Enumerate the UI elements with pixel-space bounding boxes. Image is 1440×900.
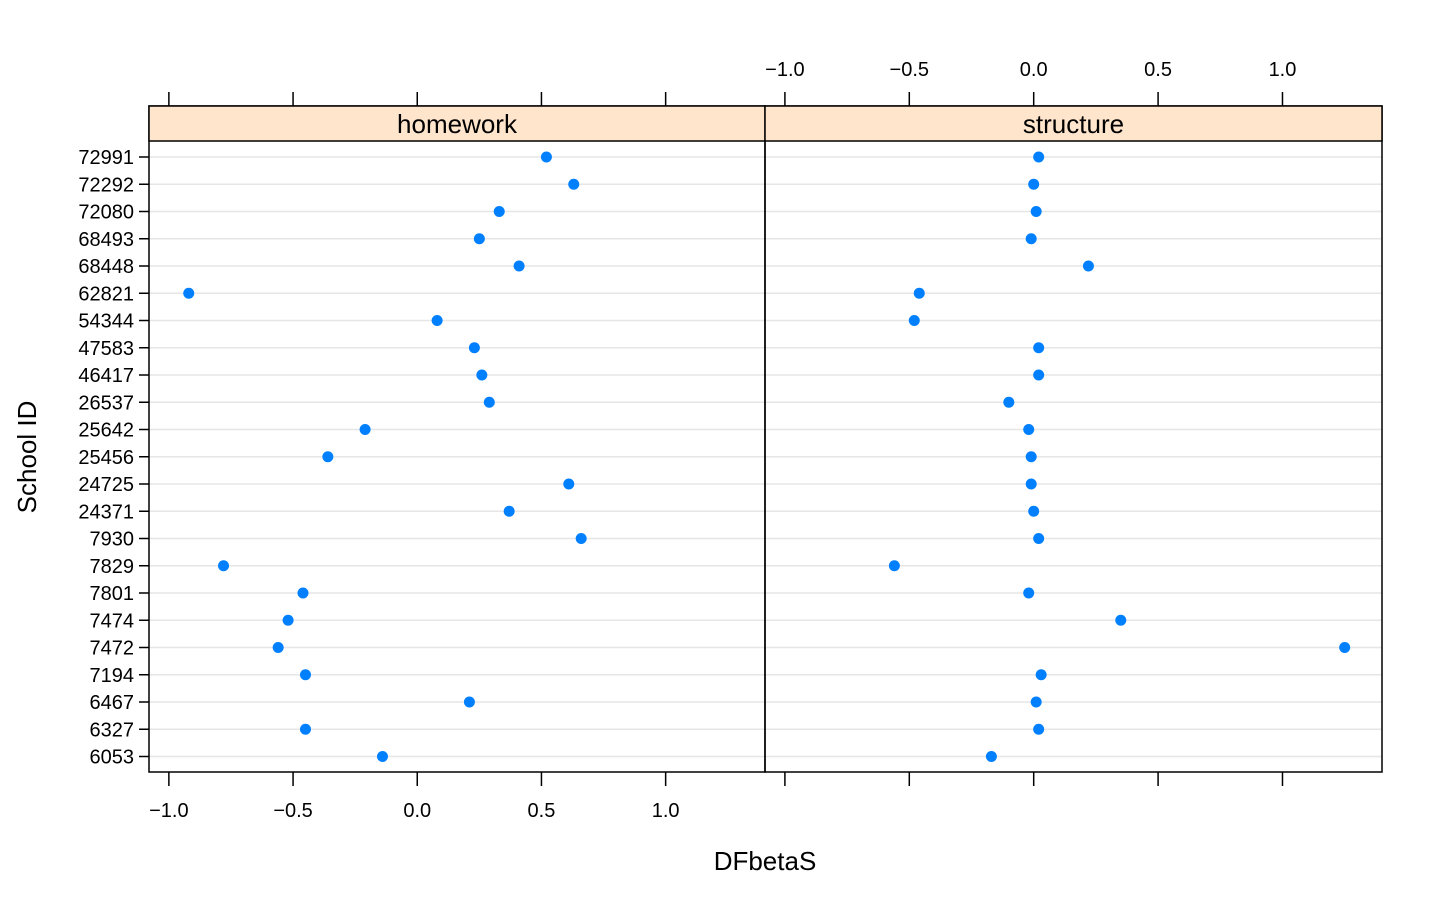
- panel-frame-structure: [764, 105, 1383, 773]
- point-structure-24371: [1028, 505, 1040, 517]
- point-structure-72080: [1030, 206, 1042, 217]
- x-tick-label: −1.0: [765, 59, 804, 81]
- axes: −1.0 −0.5 0.0 0.5 1.0 −1.0 −0.5 0.0 0.5 1.0 72991 7…: [78, 59, 1296, 822]
- y-tick-label: 7474: [90, 610, 135, 632]
- point-structure-72991: [1033, 151, 1045, 163]
- y-tick-label: 72991: [78, 147, 134, 169]
- point-homework-7829: [218, 560, 230, 572]
- point-structure-7472: [1339, 642, 1351, 653]
- y-tick-label: 47583: [78, 338, 134, 360]
- point-structure-47583: [1033, 342, 1045, 354]
- point-homework-26537: [483, 396, 495, 408]
- point-structure-7474: [1115, 614, 1127, 626]
- point-homework-6053: [376, 751, 388, 762]
- point-structure-68493: [1025, 233, 1037, 245]
- data-points: [183, 151, 1351, 762]
- y-tick-label: 46417: [78, 365, 134, 387]
- x-tick-label: 1.0: [652, 800, 680, 822]
- point-structure-6327: [1033, 723, 1045, 735]
- point-homework-72080: [493, 206, 505, 217]
- point-homework-72292: [568, 178, 580, 190]
- point-homework-54344: [431, 315, 443, 326]
- point-structure-25456: [1025, 451, 1037, 463]
- x-tick-label: 1.0: [1269, 59, 1297, 81]
- y-tick-label: 7472: [90, 638, 135, 660]
- point-homework-6327: [299, 723, 311, 735]
- x-tick-label: −0.5: [273, 800, 312, 822]
- y-tick-label: 7194: [90, 665, 135, 687]
- strip-label-homework: homework: [397, 109, 518, 139]
- point-structure-25642: [1023, 424, 1035, 435]
- y-tick-label: 68493: [78, 229, 134, 251]
- x-tick-label: −1.0: [149, 800, 188, 822]
- point-homework-7801: [297, 587, 309, 599]
- y-tick-label: 7930: [90, 529, 135, 551]
- y-tick-label: 54344: [78, 311, 134, 333]
- point-structure-7801: [1023, 587, 1035, 599]
- point-homework-68493: [473, 233, 485, 245]
- point-structure-68448: [1082, 260, 1094, 272]
- point-homework-72991: [540, 151, 552, 163]
- point-homework-6467: [463, 696, 475, 708]
- y-tick-label: 6053: [90, 747, 135, 769]
- panel-frame-homework: [148, 105, 766, 773]
- y-tick-label: 7829: [90, 556, 135, 578]
- y-tick-label: 25642: [78, 420, 134, 442]
- point-structure-72292: [1028, 178, 1040, 190]
- point-homework-7474: [282, 614, 294, 626]
- point-homework-7194: [299, 669, 311, 681]
- point-structure-24725: [1025, 478, 1037, 490]
- x-tick-label: 0.5: [1144, 59, 1172, 81]
- gridlines: [149, 156, 1382, 758]
- y-tick-label: 24371: [78, 501, 134, 523]
- point-homework-24725: [563, 478, 575, 490]
- y-tick-label: 24725: [78, 474, 134, 496]
- x-tick-label: 0.5: [528, 800, 556, 822]
- point-homework-25456: [322, 451, 334, 463]
- y-tick-label: 26537: [78, 392, 134, 414]
- y-tick-label: 72292: [78, 174, 134, 196]
- point-homework-46417: [476, 369, 488, 381]
- strip-homework: [148, 105, 766, 142]
- y-axis-title: School ID: [12, 401, 42, 514]
- panel-strips: homework structure: [148, 105, 1383, 142]
- strip-structure: [764, 105, 1383, 142]
- x-tick-label: 0.0: [403, 800, 431, 822]
- point-structure-6053: [985, 751, 997, 762]
- y-tick-label: 6467: [90, 692, 135, 714]
- strip-label-structure: structure: [1023, 109, 1124, 139]
- y-tick-label: 7801: [90, 583, 135, 605]
- point-homework-47583: [468, 342, 480, 354]
- point-structure-46417: [1033, 369, 1045, 381]
- y-tick-label: 72080: [78, 202, 134, 224]
- point-structure-7194: [1035, 669, 1047, 681]
- x-tick-label: 0.0: [1020, 59, 1048, 81]
- point-homework-68448: [513, 260, 525, 272]
- point-homework-7930: [575, 533, 587, 544]
- y-tick-label: 62821: [78, 283, 134, 305]
- y-tick-label: 25456: [78, 447, 134, 469]
- point-structure-54344: [908, 315, 920, 326]
- point-structure-6467: [1030, 696, 1042, 708]
- y-tick-label: 6327: [90, 719, 135, 741]
- point-structure-62821: [913, 287, 925, 299]
- point-structure-26537: [1003, 396, 1015, 408]
- point-structure-7930: [1033, 533, 1045, 544]
- y-tick-label: 68448: [78, 256, 134, 278]
- x-axis-title: DFbetaS: [714, 846, 817, 876]
- point-homework-24371: [503, 505, 515, 517]
- panel-frames: [148, 105, 1383, 773]
- point-homework-25642: [359, 424, 371, 435]
- point-homework-62821: [183, 287, 195, 299]
- point-structure-7829: [888, 560, 900, 572]
- point-homework-7472: [272, 642, 284, 653]
- x-tick-label: −0.5: [890, 59, 929, 81]
